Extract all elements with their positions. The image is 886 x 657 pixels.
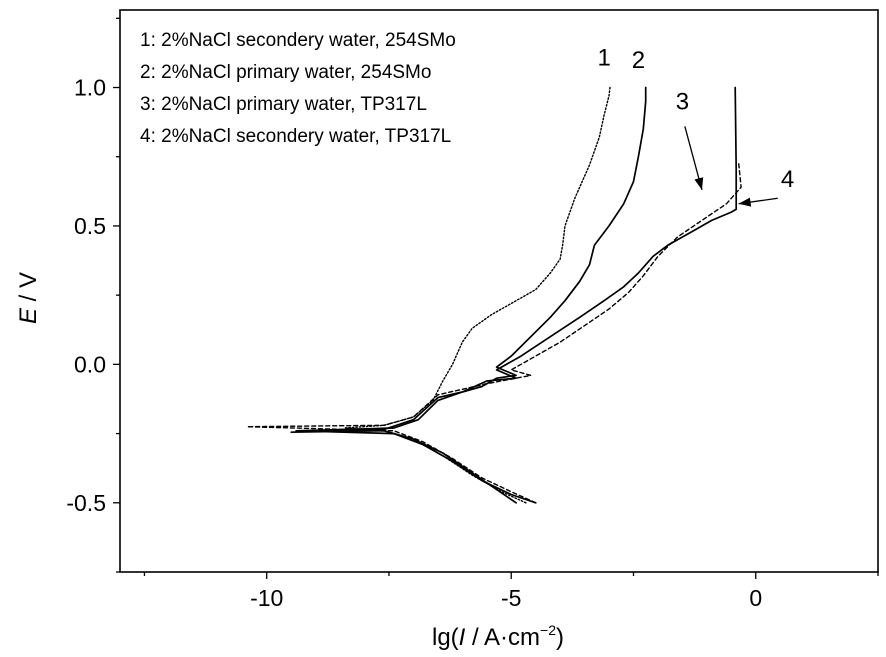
axis-ticks: -10 -5 0 -0.5 0.0 0.5 1.0 — [66, 17, 879, 611]
curve-label-4: 4 — [781, 166, 794, 193]
y-axis-title: E / V — [15, 272, 42, 324]
legend-entry-2: 2: 2%NaCl primary water, 254SMo — [140, 62, 431, 83]
plot-frame — [119, 9, 879, 573]
legend-entry-1: 1: 2%NaCl secondery water, 254SMo — [140, 30, 456, 51]
x-tick-label: -5 — [501, 585, 521, 611]
legend-entry-4: 4: 2%NaCl secondery water, TP317L — [140, 126, 451, 147]
curve-label-1: 1 — [597, 44, 610, 71]
y-tick-label: 1.0 — [74, 75, 106, 101]
annotations: 1 2 3 4 — [597, 44, 794, 207]
series-group — [246, 86, 742, 504]
y-tick-label: -0.5 — [66, 490, 106, 516]
x-tick-label: -10 — [250, 585, 283, 611]
series-line-3 — [246, 161, 742, 504]
curve-label-3: 3 — [676, 89, 689, 116]
legend-entry-3: 3: 2%NaCl primary water, TP317L — [140, 94, 427, 115]
x-tick-label: 0 — [749, 585, 762, 611]
arrowhead-3 — [694, 177, 704, 190]
y-tick-label: 0.0 — [74, 351, 106, 377]
x-axis-title: lg(I / A·cm−2) — [432, 622, 564, 651]
legend: 1: 2%NaCl secondery water, 254SMo 2: 2%N… — [140, 30, 456, 147]
y-tick-label: 0.5 — [74, 213, 106, 239]
curve-label-2: 2 — [632, 47, 645, 74]
arrowhead-4 — [738, 197, 752, 207]
series-line-4 — [290, 86, 738, 504]
series-line-2 — [295, 86, 647, 504]
